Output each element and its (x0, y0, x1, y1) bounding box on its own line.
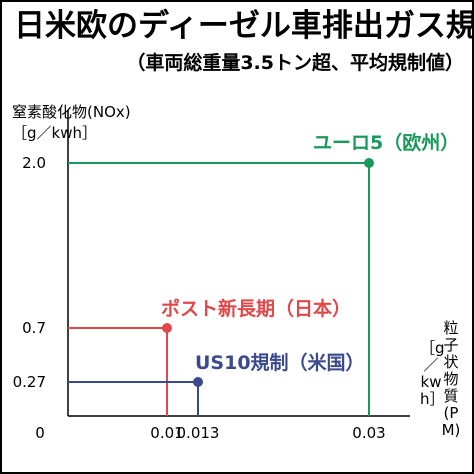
x-axis-title: 粒子状物質(PM) (441, 319, 461, 439)
data-point (162, 323, 172, 333)
x-tick-label: 0.03 (352, 424, 385, 442)
chart-title: 日米欧のディーゼル車排出ガス規制値 (14, 8, 474, 44)
point-label: ユーロ5（欧州） (313, 131, 459, 154)
y-axis-title: 窒素酸化物(NOx) (12, 103, 131, 121)
y-axis-unit: ［g／kwh］ (12, 124, 97, 142)
chart-subtitle: （車両総重量3.5トン超、平均規制値） (126, 52, 464, 74)
data-point (364, 158, 374, 168)
origin-label: 0 (35, 424, 45, 442)
y-tick-label: 2.0 (22, 154, 46, 172)
x-axis-unit: ［g／kwh］ (420, 339, 445, 408)
y-tick-label: 0.27 (13, 373, 46, 391)
y-tick-label: 0.7 (22, 319, 46, 337)
point-label: US10規制（米国） (195, 351, 365, 374)
point-label: ポスト新長期（日本） (161, 297, 351, 320)
x-tick-label: 0.01 (150, 424, 183, 442)
x-tick-label: 0.013 (177, 424, 220, 442)
data-point (193, 377, 203, 387)
